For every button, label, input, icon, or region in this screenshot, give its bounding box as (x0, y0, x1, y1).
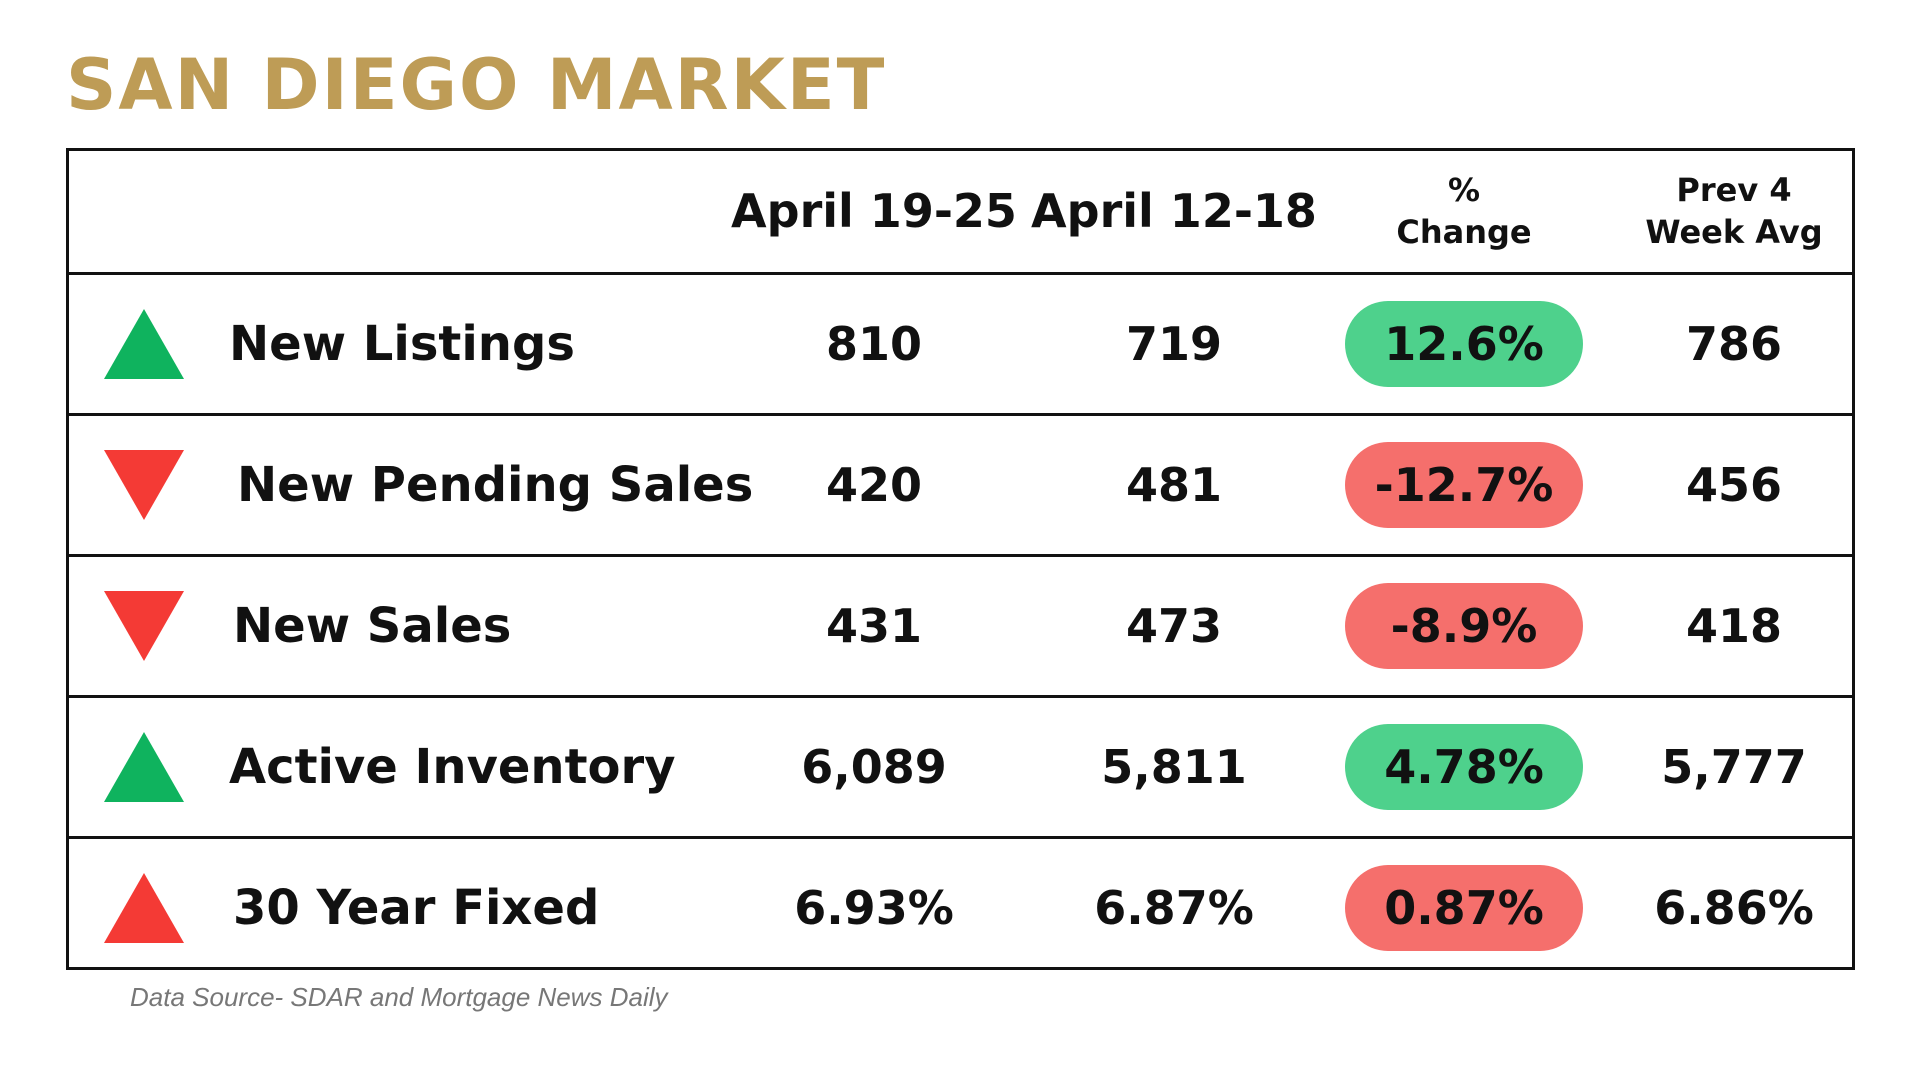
triangle-up-icon (99, 698, 189, 836)
table-row: New Sales 431 473 -8.9% 418 (69, 554, 1852, 695)
header-percent-change-line1: % (1447, 170, 1481, 209)
value-april-12-18: 6.87% (1094, 881, 1254, 935)
table-row: New Listings 810 719 12.6% 786 (69, 272, 1852, 413)
row-label: New Sales (233, 598, 512, 654)
row-label: Active Inventory (229, 739, 676, 795)
percent-change-badge: 12.6% (1345, 301, 1583, 387)
percent-change-badge: 0.87% (1345, 865, 1583, 951)
header-april-12-18: April 12-18 (1031, 183, 1317, 238)
row-label: 30 Year Fixed (233, 880, 600, 936)
row-label: New Pending Sales (237, 457, 754, 513)
value-april-19-25: 810 (825, 317, 923, 371)
percent-change-badge: 4.78% (1345, 724, 1583, 810)
header-prev-4-week-avg-line1: Prev 4 (1676, 170, 1792, 209)
table-row: 30 Year Fixed 6.93% 6.87% 0.87% 6.86% (69, 836, 1852, 977)
percent-change-badge: -12.7% (1345, 442, 1583, 528)
value-april-19-25: 420 (825, 458, 923, 512)
header-prev-4-week-avg: Prev 4 Week Avg (1614, 151, 1854, 272)
header-prev-4-week-avg-line2: Week Avg (1645, 212, 1823, 251)
value-april-19-25: 6.93% (794, 881, 954, 935)
value-april-12-18: 481 (1125, 458, 1223, 512)
header-percent-change-line2: Change (1396, 212, 1532, 251)
triangle-down-icon (99, 416, 189, 554)
table-header-row: April 19-25 April 12-18 % Change Prev 4 … (69, 151, 1852, 272)
triangle-up-icon (99, 275, 189, 413)
percent-change-badge: -8.9% (1345, 583, 1583, 669)
value-prev-4-week-avg: 456 (1685, 458, 1783, 512)
value-prev-4-week-avg: 418 (1685, 599, 1783, 653)
triangle-up-icon (99, 839, 189, 977)
value-prev-4-week-avg: 5,777 (1661, 740, 1807, 794)
table-row: New Pending Sales 420 481 -12.7% 456 (69, 413, 1852, 554)
header-april-19-25: April 19-25 (731, 183, 1017, 238)
value-april-12-18: 473 (1125, 599, 1223, 653)
market-table: April 19-25 April 12-18 % Change Prev 4 … (66, 148, 1855, 970)
row-label: New Listings (229, 316, 575, 372)
value-april-12-18: 5,811 (1101, 740, 1247, 794)
value-april-19-25: 431 (825, 599, 923, 653)
value-april-12-18: 719 (1125, 317, 1223, 371)
data-source-note: Data Source- SDAR and Mortgage News Dail… (130, 982, 668, 1012)
triangle-down-icon (99, 557, 189, 695)
value-april-19-25: 6,089 (801, 740, 947, 794)
header-percent-change: % Change (1304, 151, 1624, 272)
page-title: SAN DIEGO MARKET (66, 44, 887, 126)
value-prev-4-week-avg: 6.86% (1654, 881, 1814, 935)
table-row: Active Inventory 6,089 5,811 4.78% 5,777 (69, 695, 1852, 836)
value-prev-4-week-avg: 786 (1685, 317, 1783, 371)
